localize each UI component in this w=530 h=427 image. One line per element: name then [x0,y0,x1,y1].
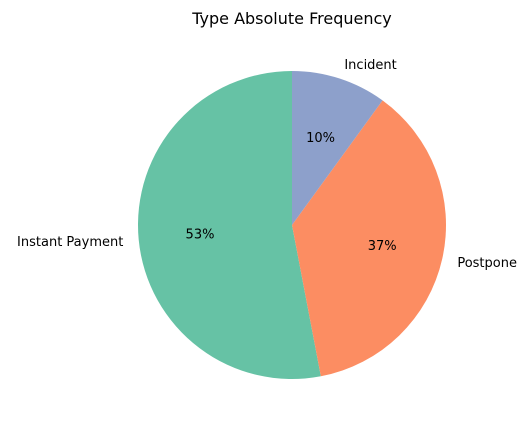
pie-percent-instant-payment: 53% [186,228,215,243]
pie-label-postpone: Postpone [457,256,517,271]
pie-percent-postpone: 37% [368,239,397,254]
pie-slice-incident [292,71,383,225]
pie-slice-postpone [292,100,447,377]
pie-label-instant-payment: Instant Payment [17,235,123,250]
pie-percent-incident: 10% [306,131,335,146]
pie-slice-instant-payment [138,71,321,380]
chart-title: Type Absolute Frequency [191,9,392,28]
pie-labels: Instant Payment 53% Postpone 37% Incident 10% [17,58,517,271]
pie-slices [138,71,447,380]
pie-label-incident: Incident [344,58,396,73]
